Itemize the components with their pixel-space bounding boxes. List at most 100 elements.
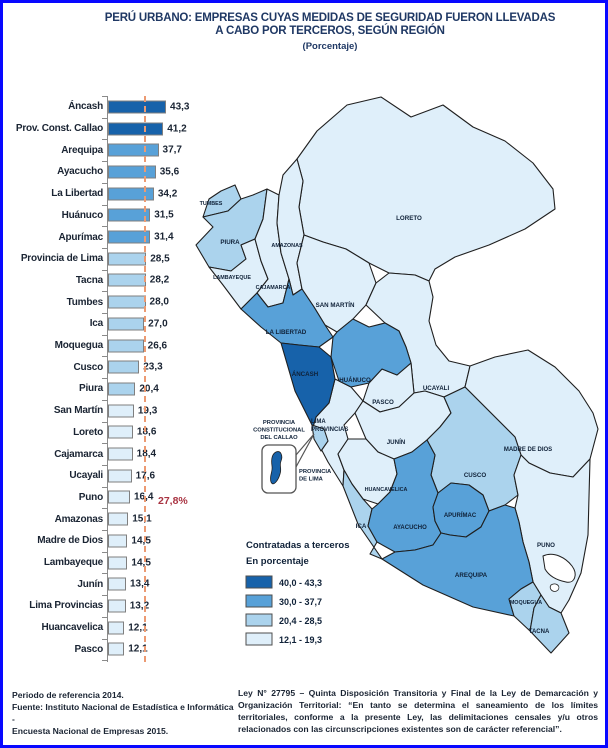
map-region-tacna [529,594,570,654]
bar-row: Lambayeque 14,5 [8,552,186,574]
map-region-huanuco [330,318,412,388]
bar-value: 34,2 [157,188,178,200]
page-header: PERÚ URBANO: EMPRESAS CUYAS MEDIDAS DE S… [60,12,600,52]
bar-label: Lima Provincias [29,600,103,612]
bar-row: Pasco 12,1 [8,639,186,661]
bar-value: 43,3 [170,101,190,113]
bar-value: 18,4 [136,448,157,460]
axis-tick [102,182,107,184]
bar-label: Ayacucho [57,166,103,178]
bar-value: 23,3 [143,361,163,373]
bar [108,490,130,504]
callout-callao-label: DEL CALLAO [260,435,298,441]
axis-tick [102,204,107,206]
axis-tick [102,660,107,662]
bar-label: Cajamarca [54,448,103,460]
axis-tick [102,464,107,466]
bar-row: Ica 27,0 [8,313,186,335]
axis-tick [102,399,107,401]
chart-y-axis [107,96,108,662]
bar [108,339,144,353]
bar-row: Madre de Dios 14,5 [8,530,186,552]
axis-tick [102,530,107,531]
bar-label: Huancavelica [41,622,103,634]
map-label-arequipa: AREQUIPA [455,572,488,579]
legend-range-label: 20,4 - 28,5 [279,616,322,626]
bar-row: Lima Provincias 13,2 [8,595,186,617]
bar-label: Huánuco [61,209,104,221]
axis-tick [102,96,107,97]
bar [108,187,154,201]
bar-value: 20,4 [139,383,159,395]
bar-row: Junín 13,4 [8,573,186,595]
bar-row: Apurímac 31,4 [8,226,186,248]
axis-tick [102,638,107,640]
bar-row: Huánuco 31,5 [8,205,186,227]
bar [108,642,125,656]
map-label-lambayeque: LAMBAYEQUE [213,275,251,281]
bar-value: 41,2 [167,123,187,135]
axis-tick [102,486,107,488]
footer-source: Periodo de referencia 2014. Fuente: Inst… [12,690,234,737]
bar-value: 12,1 [128,643,148,655]
bar-row: San Martín 19,3 [8,400,186,422]
bar-row: La Libertad 34,2 [8,183,186,205]
legend-swatch [245,575,273,589]
callout-callao-label: PROVINCIA [263,420,296,426]
bar-value: 28,5 [150,253,170,265]
bar-label: Amazonas [54,513,104,525]
bar-label: Loreto [73,426,103,438]
axis-tick [102,616,107,618]
footer-legal-note: Ley N° 27795 – Quinta Disposición Transi… [238,688,598,734]
bar-row: Tacna 28,2 [8,270,186,292]
legend-subtitle: En porcentaje [246,556,309,567]
bar-value: 28,0 [149,296,169,308]
footer-source-line3: Encuesta Nacional de Empresas 2015. [12,725,169,736]
map-region-provincia-de-lima [311,424,329,452]
bar-label: Áncash [68,101,103,113]
map-label-cajamarca: CAJAMARCA [256,285,291,291]
bar-label: Ica [89,318,104,330]
axis-tick [102,226,107,228]
bar-label: Lambayeque [43,557,103,569]
bar-value: 26,6 [147,340,168,352]
bar-value: 13,4 [129,578,150,590]
bar [108,295,146,309]
bar-value: 35,6 [159,166,180,178]
bar-row: Ayacucho 35,6 [8,161,186,183]
peru-map: PROVINCIA CONSTITUCIONAL DEL CALLAO PROVINC… [183,95,605,682]
bar-label: Ucayali [69,470,103,482]
bar-value: 16,4 [133,491,154,503]
bar-value: 13,2 [129,600,150,612]
bar [108,404,134,418]
axis-tick [102,378,107,380]
bar-label: Puno [78,491,103,503]
lake-titicaca-small [549,583,560,592]
bar-chart: Áncash 43,3 Prov. Const. Callao 41,2 Arequip… [8,96,190,662]
map-label-ucayali: UCAYALI [423,385,450,392]
lake-titicaca [542,553,576,583]
bar-label: Provincia de Lima [20,253,103,265]
page-title-line1: PERÚ URBANO: EMPRESAS CUYAS MEDIDAS DE S… [104,12,556,24]
bar-label: Apurímac [58,231,103,243]
bar-value: 27,0 [148,318,168,330]
bar-value: 31,5 [154,209,174,221]
map-region-ancash [280,342,336,428]
bar [108,599,126,613]
bar-value: 31,4 [154,231,174,243]
bar [108,100,167,114]
bar-row: Cajamarca 18,4 [8,443,186,465]
map-label-moquegua: MOQUEGUA [510,600,542,606]
bar-value: 14,5 [131,557,151,569]
bar-label: Moquegua [54,340,104,352]
bar-label: Madre de Dios [37,535,103,547]
map-legend: Contratadas a terceros En porcentaje 40,… [245,540,349,646]
bar-value: 19,3 [137,405,158,417]
legend-title: Contratadas a terceros [246,540,349,551]
bar [108,556,128,570]
legend-swatch [245,594,273,608]
bar-label: Piura [78,383,103,395]
bar-label: Tacna [75,274,103,286]
